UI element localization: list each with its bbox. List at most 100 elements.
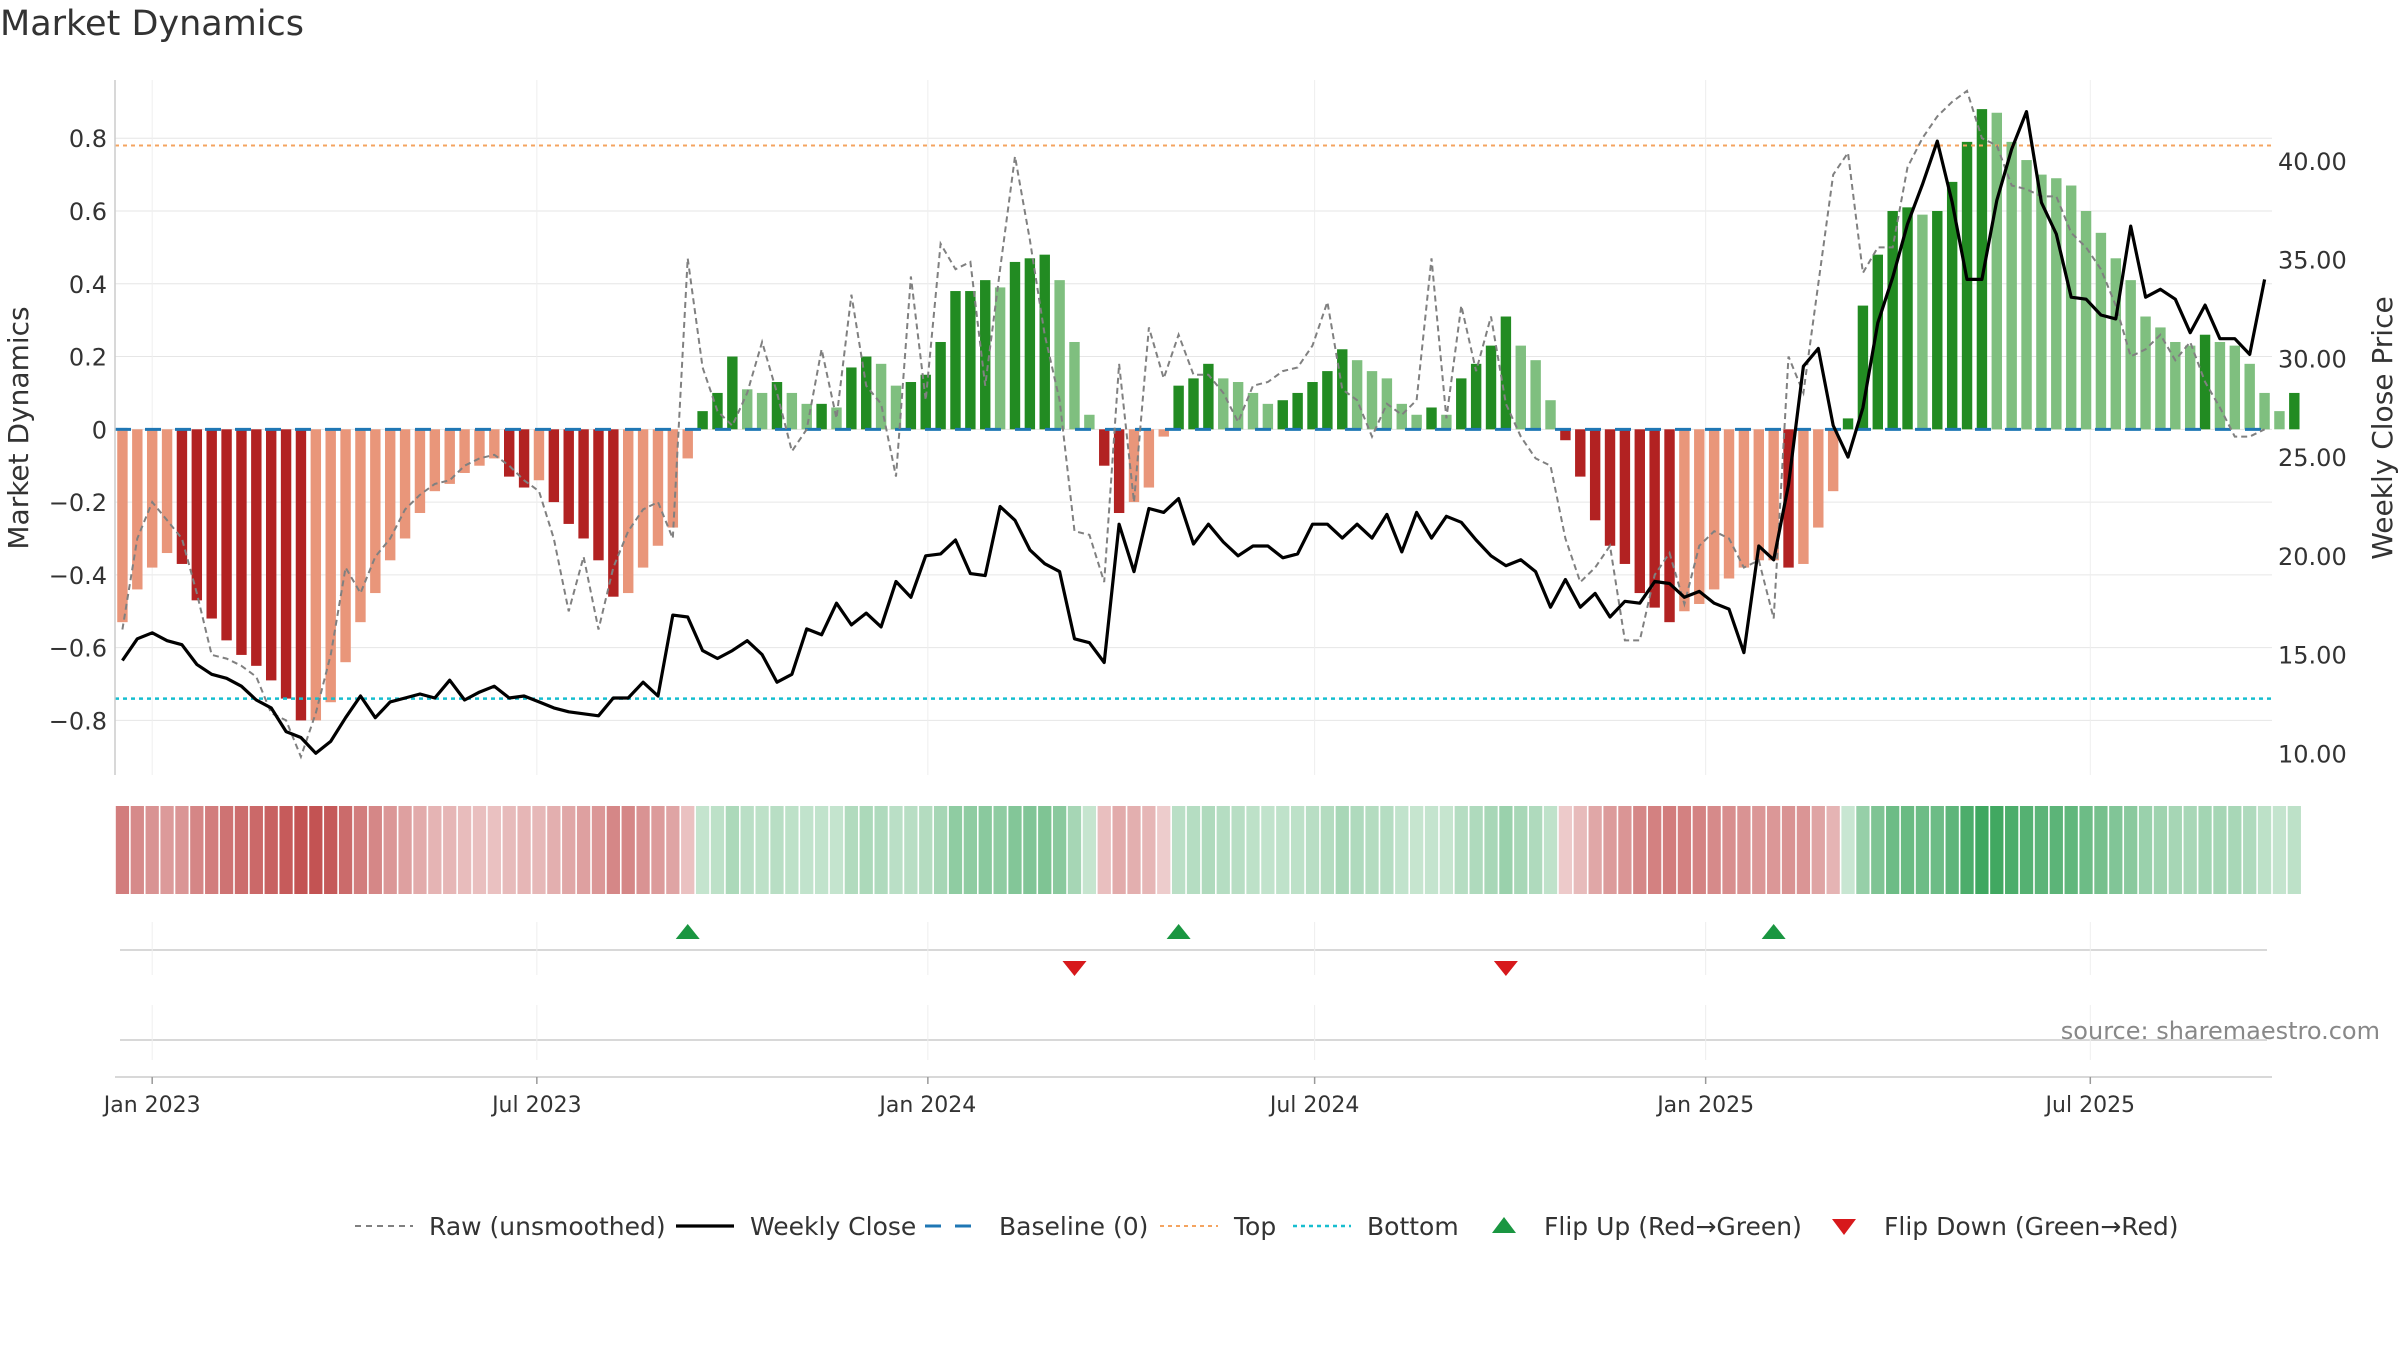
heatmap-cell (1454, 806, 1468, 894)
dynamics-bar (1649, 429, 1660, 608)
heatmap-cell (1618, 806, 1632, 894)
heatmap-cell (309, 806, 323, 894)
dynamics-bar (355, 429, 366, 623)
y2-tick-label: 20.00 (2278, 543, 2347, 571)
dynamics-bar (2214, 341, 2226, 430)
dynamics-bar (1500, 316, 1512, 430)
heatmap-cell (160, 806, 174, 894)
dynamics-bar (265, 429, 277, 681)
dynamics-bar (1456, 378, 1467, 430)
heatmap-cell (1707, 806, 1721, 894)
flip-up-marker (1761, 924, 1786, 939)
dynamics-bar (1813, 429, 1824, 528)
dynamics-bar (578, 429, 589, 539)
heatmap-cell (1052, 806, 1067, 894)
dynamics-bar (117, 429, 128, 623)
dynamics-bar (905, 382, 917, 430)
heatmap-cell (1529, 806, 1543, 894)
dynamics-bar (563, 429, 574, 524)
heatmap-cell (1216, 806, 1230, 894)
dynamics-bar (652, 429, 664, 546)
dynamics-bars (117, 109, 2300, 721)
heatmap-cell (2019, 806, 2034, 894)
chart-title: Market Dynamics (0, 4, 305, 44)
heatmap-cell (130, 806, 144, 894)
heatmap-cell (1990, 806, 2004, 894)
axes: −0.8 −0.6 −0.4 −0.2 0 0.2 0.4 0.6 0.8 10.00 15.00 2… (49, 80, 2347, 775)
dynamics-bar (1277, 400, 1288, 430)
dynamics-bar (1411, 414, 1422, 430)
dynamics-bar (2065, 185, 2077, 430)
dynamics-bar (2155, 327, 2166, 430)
y-axis-label: Market Dynamics (2, 306, 35, 549)
dynamics-bar (206, 429, 217, 619)
y-tick-label: 0.2 (69, 344, 107, 372)
heatmap-cell (621, 806, 635, 894)
x-tick-label: Jul 2023 (490, 1093, 582, 1118)
dynamics-bar (1783, 429, 1794, 568)
dynamics-bar (1887, 210, 1898, 430)
heatmap-cell (2109, 806, 2123, 894)
heatmap-cell (1588, 806, 1602, 894)
dynamics-bar (608, 429, 619, 597)
heatmap-cell (2183, 806, 2197, 894)
heatmap-cell (2034, 806, 2049, 894)
dynamics-bar (1054, 280, 1065, 430)
heatmap-cell (443, 806, 457, 894)
y2-tick-label: 40.00 (2278, 148, 2347, 176)
dynamics-bar (1024, 258, 1036, 430)
heatmap-cell (681, 806, 695, 894)
heatmap-cell (517, 806, 531, 894)
heatmap-cell (1573, 806, 1587, 894)
heatmap-cell (2049, 806, 2063, 894)
dynamics-bar (1991, 112, 2003, 430)
heatmap-cell (1008, 806, 1022, 894)
heatmap-cell (666, 806, 680, 894)
heatmap-cell (1514, 806, 1528, 894)
dynamics-bar (1262, 403, 1274, 430)
dynamics-bar (1158, 429, 1169, 437)
dynamics-bar (1128, 429, 1140, 503)
dynamics-bar (444, 429, 455, 484)
heatmap-cell (1856, 806, 1870, 894)
heatmap-cell (1082, 806, 1097, 894)
heatmap-cell (889, 806, 903, 894)
dynamics-bar (1099, 429, 1110, 466)
y-tick-label: −0.2 (49, 489, 107, 517)
heatmap-cell (1781, 806, 1796, 894)
heatmap-cell (219, 806, 234, 894)
heatmap-cell (1142, 806, 1156, 894)
heatmap-cell (428, 806, 442, 894)
heatmap-cell (844, 806, 858, 894)
dynamics-bar (637, 429, 649, 568)
heatmap-cell (2064, 806, 2078, 894)
dynamics-bar (2036, 174, 2047, 430)
dynamics-bar (875, 363, 887, 430)
dynamics-bar (2229, 345, 2241, 430)
dynamics-bar (2184, 345, 2196, 430)
dynamics-bar (1857, 305, 1869, 430)
dynamics-bar (846, 367, 857, 430)
y2-tick-label: 25.00 (2278, 444, 2347, 472)
flip-up-marker (675, 924, 700, 939)
heatmap-cell (1767, 806, 1781, 894)
heatmap-cell (338, 806, 353, 894)
y-tick-label: 0.6 (69, 198, 107, 226)
heatmap-cell (1469, 806, 1483, 894)
dynamics-bar (667, 429, 679, 528)
legend-label: Top (1233, 1212, 1276, 1241)
dynamics-bar (340, 429, 351, 663)
dynamics-bar (1872, 254, 1883, 430)
flip-down-marker (1493, 961, 1518, 976)
x-tick-label: Jul 2025 (2044, 1093, 2136, 1118)
legend-label: Flip Down (Green→Red) (1884, 1212, 2179, 1241)
dynamics-bar (280, 429, 292, 699)
dynamics-bar (1188, 378, 1199, 430)
legend-swatch (1492, 1217, 1516, 1233)
dynamics-bar (1619, 429, 1631, 564)
heatmap-cell (1231, 806, 1245, 894)
dynamics-bar (1575, 429, 1586, 477)
dynamics-bar (325, 429, 336, 703)
dynamics-bar (965, 291, 976, 430)
